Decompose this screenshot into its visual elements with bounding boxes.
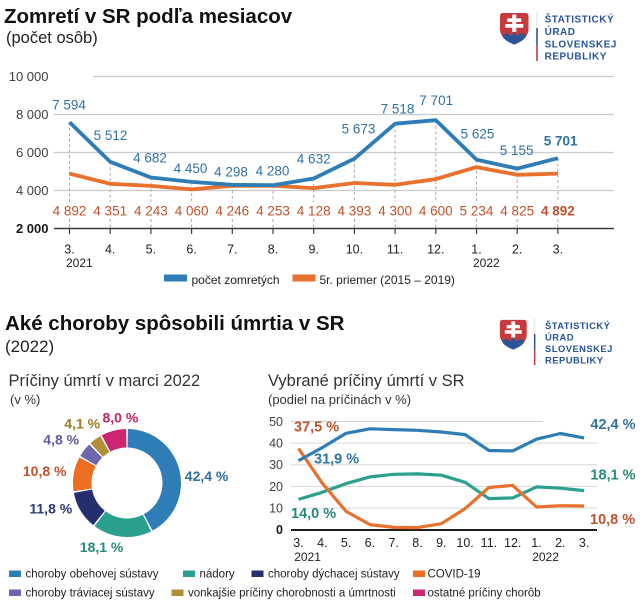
svg-text:5 625: 5 625 bbox=[461, 127, 495, 142]
svg-text:2021: 2021 bbox=[294, 550, 321, 564]
svg-text:5 512: 5 512 bbox=[94, 128, 128, 143]
svg-text:4 393: 4 393 bbox=[338, 203, 372, 218]
svg-text:SLOVENSKEJ: SLOVENSKEJ bbox=[545, 343, 613, 354]
svg-text:5.: 5. bbox=[146, 243, 156, 257]
svg-text:7.: 7. bbox=[227, 243, 237, 257]
svg-text:4 000: 4 000 bbox=[16, 183, 49, 198]
svg-text:10 000: 10 000 bbox=[9, 69, 49, 84]
svg-text:5 701: 5 701 bbox=[544, 134, 578, 149]
svg-text:4.: 4. bbox=[317, 536, 327, 550]
svg-text:4 825: 4 825 bbox=[500, 203, 534, 218]
svg-text:2.: 2. bbox=[512, 243, 522, 257]
svg-text:6.: 6. bbox=[186, 243, 196, 257]
svg-text:11,8 %: 11,8 % bbox=[29, 501, 72, 517]
svg-text:4 450: 4 450 bbox=[174, 161, 208, 176]
svg-text:2022: 2022 bbox=[532, 550, 559, 564]
svg-text:4 253: 4 253 bbox=[256, 203, 290, 218]
svg-text:3.: 3. bbox=[579, 536, 589, 550]
svg-text:9.: 9. bbox=[436, 536, 446, 550]
svg-text:10,8 %: 10,8 % bbox=[23, 463, 67, 479]
svg-text:1.: 1. bbox=[531, 536, 541, 550]
svg-text:14,0 %: 14,0 % bbox=[291, 506, 336, 522]
svg-text:8.: 8. bbox=[268, 243, 278, 257]
svg-text:4 243: 4 243 bbox=[134, 203, 168, 218]
svg-text:4 632: 4 632 bbox=[297, 152, 331, 167]
svg-text:8,0 %: 8,0 % bbox=[102, 409, 138, 425]
svg-text:18,1 %: 18,1 % bbox=[590, 467, 635, 483]
svg-text:5 234: 5 234 bbox=[460, 203, 494, 218]
svg-text:0: 0 bbox=[276, 523, 283, 537]
svg-text:37,5 %: 37,5 % bbox=[294, 420, 339, 436]
svg-text:6.: 6. bbox=[365, 536, 375, 550]
svg-text:5 155: 5 155 bbox=[500, 143, 534, 158]
svg-text:ŠTATISTICKÝ: ŠTATISTICKÝ bbox=[545, 319, 611, 330]
svg-text:4 892: 4 892 bbox=[53, 203, 87, 218]
svg-text:6 000: 6 000 bbox=[16, 145, 49, 160]
svg-text:10.: 10. bbox=[346, 243, 363, 257]
svg-text:2022: 2022 bbox=[473, 256, 500, 270]
svg-text:8 000: 8 000 bbox=[16, 107, 49, 122]
svg-text:42,4 %: 42,4 % bbox=[590, 417, 635, 433]
svg-text:11.: 11. bbox=[481, 536, 497, 550]
svg-text:REPUBLIKY: REPUBLIKY bbox=[545, 354, 604, 365]
svg-text:7 594: 7 594 bbox=[52, 98, 86, 113]
svg-text:2 000: 2 000 bbox=[16, 221, 49, 236]
svg-text:12.: 12. bbox=[504, 536, 521, 550]
svg-text:choroby obehovej sústavy: choroby obehovej sústavy bbox=[26, 569, 159, 581]
svg-text:7.: 7. bbox=[388, 536, 398, 550]
svg-text:vonkajšie príčiny chorobnosti: vonkajšie príčiny chorobnosti a úmrtnost… bbox=[188, 588, 396, 600]
svg-text:4 300: 4 300 bbox=[378, 203, 412, 218]
svg-text:4.: 4. bbox=[105, 243, 115, 257]
svg-text:10.: 10. bbox=[456, 536, 473, 550]
svg-text:7 518: 7 518 bbox=[381, 102, 415, 117]
svg-text:5.: 5. bbox=[341, 536, 351, 550]
svg-text:11.: 11. bbox=[387, 243, 403, 257]
svg-text:4 280: 4 280 bbox=[256, 164, 290, 179]
svg-text:ÚRAD: ÚRAD bbox=[545, 331, 574, 342]
svg-text:nádory: nádory bbox=[200, 569, 235, 581]
svg-text:5r. priemer (2015 – 2019): 5r. priemer (2015 – 2019) bbox=[320, 273, 455, 287]
svg-text:10,8 %: 10,8 % bbox=[590, 512, 635, 528]
svg-text:4 246: 4 246 bbox=[215, 203, 249, 218]
svg-text:4,8 %: 4,8 % bbox=[43, 432, 79, 448]
svg-text:4 682: 4 682 bbox=[133, 151, 167, 166]
svg-text:30: 30 bbox=[269, 458, 283, 472]
svg-text:31,9 %: 31,9 % bbox=[314, 452, 359, 468]
svg-text:9.: 9. bbox=[308, 243, 318, 257]
svg-text:choroby tráviacej sústavy: choroby tráviacej sústavy bbox=[26, 588, 155, 600]
svg-text:choroby dýchacej sústavy: choroby dýchacej sústavy bbox=[268, 569, 400, 581]
svg-text:1.: 1. bbox=[471, 243, 481, 257]
svg-text:3.: 3. bbox=[293, 536, 303, 550]
svg-text:ÚRAD: ÚRAD bbox=[545, 25, 576, 38]
svg-text:40: 40 bbox=[269, 437, 283, 451]
svg-text:18,1 %: 18,1 % bbox=[80, 539, 124, 555]
svg-text:4 600: 4 600 bbox=[419, 203, 453, 218]
svg-text:počet zomretých: počet zomretých bbox=[192, 273, 280, 287]
svg-text:COVID-19: COVID-19 bbox=[428, 569, 481, 581]
svg-text:3.: 3. bbox=[553, 243, 563, 257]
svg-text:4 351: 4 351 bbox=[93, 203, 127, 218]
svg-text:4 128: 4 128 bbox=[297, 203, 331, 218]
svg-text:4,1 %: 4,1 % bbox=[64, 415, 100, 431]
svg-text:7 701: 7 701 bbox=[419, 93, 453, 108]
svg-text:20: 20 bbox=[269, 480, 283, 494]
svg-text:2.: 2. bbox=[555, 536, 565, 550]
svg-text:SLOVENSKEJ: SLOVENSKEJ bbox=[545, 39, 617, 50]
svg-text:5 673: 5 673 bbox=[342, 122, 376, 137]
svg-text:8.: 8. bbox=[412, 536, 422, 550]
svg-text:4 892: 4 892 bbox=[541, 203, 575, 218]
svg-text:ŠTATISTICKÝ: ŠTATISTICKÝ bbox=[545, 13, 615, 26]
svg-text:ostatné príčiny chorôb: ostatné príčiny chorôb bbox=[428, 588, 541, 600]
svg-text:2021: 2021 bbox=[66, 256, 93, 270]
svg-text:4 298: 4 298 bbox=[214, 164, 248, 179]
svg-text:12.: 12. bbox=[427, 243, 444, 257]
svg-text:3.: 3. bbox=[64, 243, 74, 257]
svg-text:REPUBLIKY: REPUBLIKY bbox=[545, 52, 607, 63]
svg-text:10: 10 bbox=[269, 502, 283, 516]
svg-text:4 060: 4 060 bbox=[175, 203, 209, 218]
svg-text:50: 50 bbox=[269, 415, 283, 429]
svg-text:42,4 %: 42,4 % bbox=[185, 468, 229, 484]
